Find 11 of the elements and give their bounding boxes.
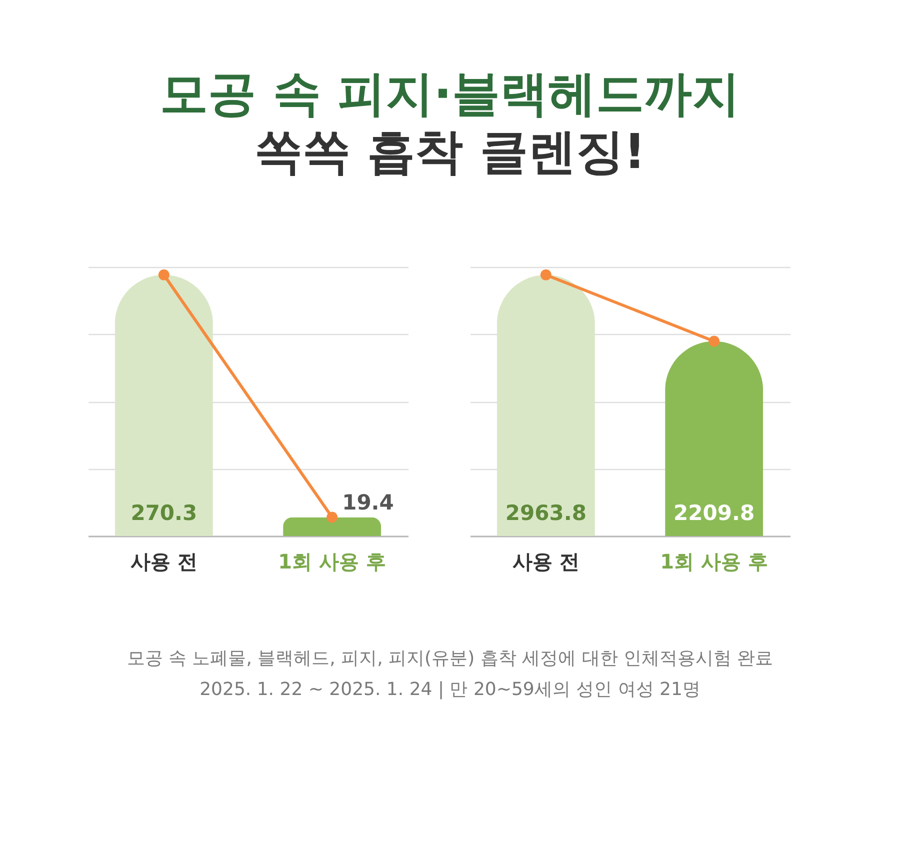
text: 모공 속 노폐물, 블랙헤드, 피지, 피지(유분) 흡착 세정에 대한 인체적용시험 완료 xyxy=(126,648,774,669)
x-tick-label: 사용 전 xyxy=(130,550,198,574)
data-label: 2209.8 xyxy=(674,501,755,525)
data-label: 2963.8 xyxy=(505,501,586,525)
x-tick-label: 1회 사용 후 xyxy=(278,550,386,574)
data-label: 270.3 xyxy=(130,501,198,525)
x-tick-label: 사용 전 xyxy=(512,550,580,574)
text: 2025. 1. 22 ~ 2025. 1. 24 | 만 20~59세의 성인 여성 21명 xyxy=(200,679,700,700)
chart-title: 모공 속 피지·블랙헤드까지 쏙쏙 흡착 클렌징! xyxy=(160,66,740,180)
data-label: 19.4 xyxy=(342,490,394,514)
x-tick-label: 1회 사용 후 xyxy=(660,550,768,574)
